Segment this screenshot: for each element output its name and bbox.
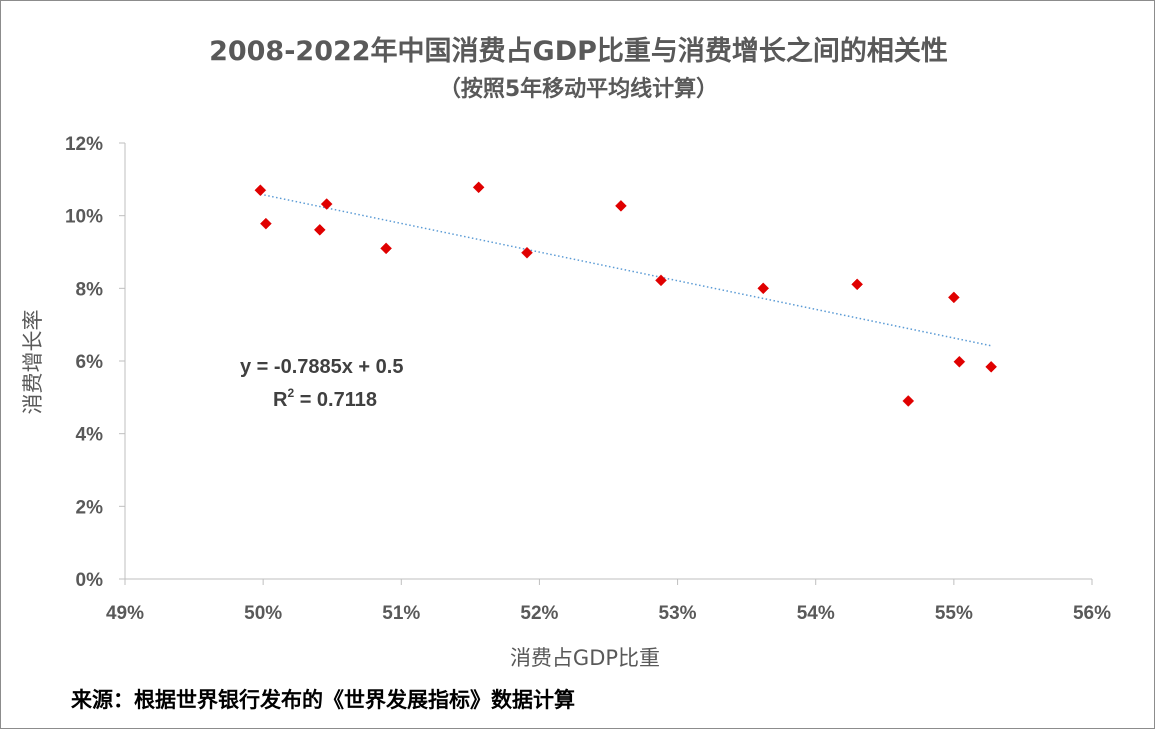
chart-title: 2008-2022年中国消费占GDP比重与消费增长之间的相关性 xyxy=(209,36,948,67)
x-axis-label: 消费占GDP比重 xyxy=(510,646,660,670)
x-tick-label: 54% xyxy=(797,603,835,624)
chart-subtitle: （按照5年移动平均线计算） xyxy=(438,77,719,102)
y-tick-label: 10% xyxy=(65,207,103,228)
x-tick-label: 56% xyxy=(1073,603,1111,624)
y-tick-label: 2% xyxy=(76,497,104,518)
x-tick-label: 55% xyxy=(935,603,973,624)
data-point xyxy=(655,274,667,287)
x-tick-label: 52% xyxy=(520,603,558,624)
r2-prefix: R xyxy=(273,389,288,411)
data-point xyxy=(313,223,326,236)
data-point xyxy=(254,184,267,197)
data-point xyxy=(851,278,864,291)
x-tick-label: 53% xyxy=(659,603,697,624)
data-point xyxy=(521,246,533,259)
y-tick-label: 8% xyxy=(76,279,104,300)
y-tick-label: 4% xyxy=(76,425,104,446)
data-point xyxy=(757,282,770,295)
x-tick-label: 50% xyxy=(244,603,282,624)
y-tick-label: 6% xyxy=(76,352,104,373)
x-tick-label: 49% xyxy=(106,603,144,624)
data-point xyxy=(985,360,998,373)
data-point xyxy=(615,200,627,212)
data-point xyxy=(320,198,333,210)
trendline-r2: R2 = 0.7118 xyxy=(273,386,377,411)
data-point xyxy=(948,291,960,304)
source-note: 来源：根据世界银行发布的《世界发展指标》数据计算 xyxy=(71,688,575,712)
y-axis-label: 消费增长率 xyxy=(21,310,45,415)
r2-value: = 0.7118 xyxy=(294,389,377,411)
x-tick-label: 51% xyxy=(382,603,420,624)
trendline-equation: y = -0.7885x + 0.5 xyxy=(240,356,403,378)
r2-superscript: 2 xyxy=(287,386,294,400)
data-point xyxy=(380,242,392,255)
data-point xyxy=(902,395,915,407)
data-point xyxy=(472,181,485,194)
trendline xyxy=(260,193,992,347)
y-tick-label: 12% xyxy=(65,134,103,155)
data-point xyxy=(953,355,966,368)
data-point xyxy=(260,217,272,230)
y-tick-label: 0% xyxy=(76,570,104,591)
